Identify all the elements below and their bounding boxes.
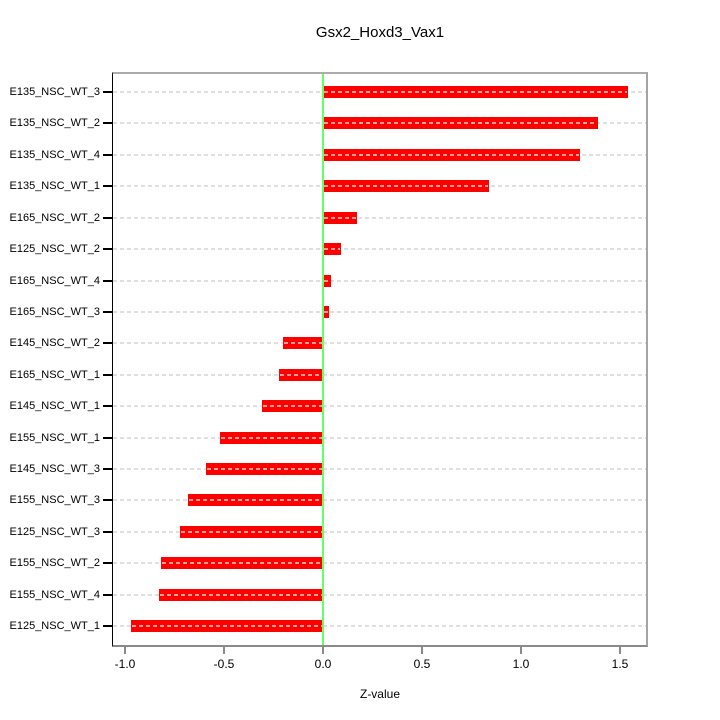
bar (323, 148, 581, 161)
bar (323, 86, 628, 98)
y-axis-tick (103, 279, 112, 282)
y-axis-tick (103, 468, 112, 471)
gridline (113, 405, 646, 408)
x-axis-tick-label: 0.5 (413, 657, 431, 671)
zero-line (322, 74, 324, 645)
x-axis-tick-label: 1.0 (512, 657, 530, 671)
bar (160, 557, 323, 570)
y-axis-label: E155_NSC_WT_3 (9, 494, 101, 507)
y-axis-label: E125_NSC_WT_2 (9, 243, 101, 256)
bar (220, 431, 323, 444)
y-axis-label: E145_NSC_WT_2 (9, 337, 101, 350)
y-axis-tick (103, 91, 112, 93)
y-axis-label: E125_NSC_WT_1 (9, 620, 101, 633)
bar (323, 243, 341, 256)
y-axis-tick (103, 562, 112, 565)
y-axis-label: E155_NSC_WT_4 (9, 588, 101, 601)
y-axis-label: E155_NSC_WT_2 (9, 557, 101, 570)
bar (323, 274, 331, 287)
bar (261, 400, 323, 413)
gridline (113, 373, 646, 376)
bar (323, 305, 329, 318)
y-axis-tick (103, 248, 112, 251)
bar (180, 525, 323, 538)
y-axis-label: E135_NSC_WT_1 (9, 180, 101, 193)
gridline (113, 468, 646, 471)
gridline (113, 593, 646, 596)
y-axis-label: E135_NSC_WT_2 (9, 117, 101, 130)
y-axis-tick (103, 436, 112, 439)
gridline (113, 342, 646, 345)
plot-area (112, 72, 648, 647)
gridline (113, 279, 646, 282)
y-axis-tick (103, 122, 112, 125)
gridline (113, 625, 646, 628)
y-axis-label: E165_NSC_WT_2 (9, 211, 101, 224)
bar (279, 368, 323, 381)
gridline (113, 248, 646, 251)
bar (130, 620, 323, 633)
x-axis-tick (619, 647, 621, 654)
y-axis-tick (103, 153, 112, 156)
x-axis-tick (421, 647, 423, 654)
y-axis-tick (103, 216, 112, 219)
x-axis-tick (322, 647, 324, 654)
bar (283, 337, 323, 350)
y-axis-tick (103, 530, 112, 533)
x-axis-tick (223, 647, 225, 654)
gridline (113, 436, 646, 439)
x-axis-tick (124, 647, 126, 654)
y-axis-label: E135_NSC_WT_4 (9, 148, 101, 161)
y-axis-tick (103, 593, 112, 596)
y-axis-tick (103, 342, 112, 345)
y-axis-tick (103, 405, 112, 408)
x-axis-title: Z-value (359, 687, 400, 701)
bar (323, 117, 599, 130)
y-axis-tick (103, 373, 112, 376)
x-axis-tick-label: 0.0 (314, 657, 332, 671)
bar (323, 180, 490, 193)
y-axis-label: E145_NSC_WT_3 (9, 463, 101, 476)
bar (188, 494, 323, 507)
chart-title: Gsx2_Hoxd3_Vax1 (315, 24, 445, 41)
bar (158, 588, 323, 601)
gridline (113, 530, 646, 533)
x-axis-tick-label: -1.0 (114, 657, 136, 671)
y-axis-label: E145_NSC_WT_1 (9, 400, 101, 413)
bar (323, 211, 357, 224)
gridline (113, 310, 646, 313)
x-axis-tick-label: 1.5 (611, 657, 629, 671)
y-axis-tick (103, 625, 112, 628)
x-axis-tick-label: -0.5 (213, 657, 235, 671)
gridline (113, 499, 646, 502)
bar (206, 463, 323, 476)
x-axis-tick (520, 647, 522, 654)
y-axis-label: E135_NSC_WT_3 (9, 86, 101, 98)
y-axis-label: E165_NSC_WT_4 (9, 274, 101, 287)
y-axis-tick (103, 499, 112, 502)
y-axis-tick (103, 310, 112, 313)
y-axis-label: E125_NSC_WT_3 (9, 525, 101, 538)
y-axis-label: E155_NSC_WT_1 (9, 431, 101, 444)
gridline (113, 216, 646, 219)
y-axis-label: E165_NSC_WT_3 (9, 305, 101, 318)
gridline (113, 562, 646, 565)
y-axis-label: E165_NSC_WT_1 (9, 368, 101, 381)
y-axis-tick (103, 185, 112, 188)
